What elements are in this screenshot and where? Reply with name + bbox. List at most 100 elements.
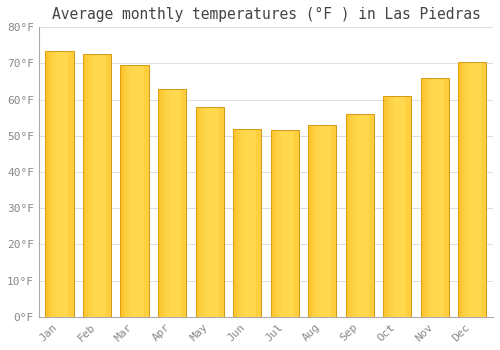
Bar [130, 65, 131, 317]
Bar [166, 89, 168, 317]
Bar [131, 65, 132, 317]
Bar [199, 107, 200, 317]
Bar [46, 51, 74, 317]
Bar [308, 125, 310, 317]
Bar [308, 125, 336, 317]
Bar [352, 114, 353, 317]
Bar [273, 131, 274, 317]
Bar [463, 62, 464, 317]
Bar [383, 96, 384, 317]
Bar [54, 51, 55, 317]
Bar [233, 128, 234, 317]
Bar [84, 55, 86, 317]
Bar [310, 125, 312, 317]
Bar [126, 65, 128, 317]
Bar [158, 89, 159, 317]
Bar [238, 128, 239, 317]
Bar [144, 65, 148, 317]
Bar [233, 128, 261, 317]
Bar [206, 107, 208, 317]
Bar [355, 114, 356, 317]
Bar [280, 131, 281, 317]
Bar [159, 89, 160, 317]
Bar [422, 78, 423, 317]
Bar [91, 55, 92, 317]
Bar [276, 131, 278, 317]
Bar [406, 96, 412, 317]
Bar [68, 51, 73, 317]
Bar [196, 107, 198, 317]
Bar [160, 89, 162, 317]
Bar [89, 55, 90, 317]
Bar [123, 65, 124, 317]
Bar [158, 89, 186, 317]
Bar [124, 65, 125, 317]
Bar [421, 78, 449, 317]
Bar [390, 96, 392, 317]
Bar [55, 51, 56, 317]
Bar [458, 62, 460, 317]
Bar [279, 131, 280, 317]
Bar [125, 65, 126, 317]
Bar [318, 125, 319, 317]
Bar [350, 114, 352, 317]
Bar [218, 107, 224, 317]
Bar [270, 131, 299, 317]
Bar [236, 128, 238, 317]
Bar [423, 78, 424, 317]
Bar [312, 125, 313, 317]
Bar [52, 51, 54, 317]
Bar [444, 78, 449, 317]
Bar [383, 96, 412, 317]
Bar [319, 125, 320, 317]
Bar [244, 128, 245, 317]
Bar [239, 128, 240, 317]
Bar [202, 107, 204, 317]
Bar [48, 51, 49, 317]
Bar [394, 96, 395, 317]
Bar [458, 62, 486, 317]
Bar [128, 65, 130, 317]
Bar [387, 96, 388, 317]
Bar [464, 62, 466, 317]
Bar [346, 114, 374, 317]
Bar [424, 78, 426, 317]
Bar [198, 107, 199, 317]
Bar [353, 114, 354, 317]
Bar [430, 78, 432, 317]
Bar [316, 125, 318, 317]
Bar [204, 107, 205, 317]
Bar [354, 114, 355, 317]
Bar [46, 51, 48, 317]
Bar [421, 78, 422, 317]
Bar [346, 114, 347, 317]
Bar [92, 55, 94, 317]
Bar [468, 62, 469, 317]
Bar [164, 89, 165, 317]
Bar [469, 62, 470, 317]
Bar [332, 125, 336, 317]
Bar [200, 107, 202, 317]
Bar [234, 128, 236, 317]
Bar [50, 51, 51, 317]
Bar [90, 55, 91, 317]
Bar [314, 125, 316, 317]
Bar [384, 96, 386, 317]
Bar [181, 89, 186, 317]
Bar [388, 96, 389, 317]
Bar [462, 62, 463, 317]
Bar [348, 114, 350, 317]
Bar [482, 62, 486, 317]
Bar [83, 55, 84, 317]
Bar [278, 131, 279, 317]
Bar [294, 131, 299, 317]
Bar [240, 128, 242, 317]
Bar [106, 55, 111, 317]
Bar [460, 62, 462, 317]
Bar [83, 55, 111, 317]
Bar [56, 51, 57, 317]
Bar [429, 78, 430, 317]
Bar [272, 131, 273, 317]
Title: Average monthly temperatures (°F ) in Las Piedras: Average monthly temperatures (°F ) in La… [52, 7, 480, 22]
Bar [196, 107, 224, 317]
